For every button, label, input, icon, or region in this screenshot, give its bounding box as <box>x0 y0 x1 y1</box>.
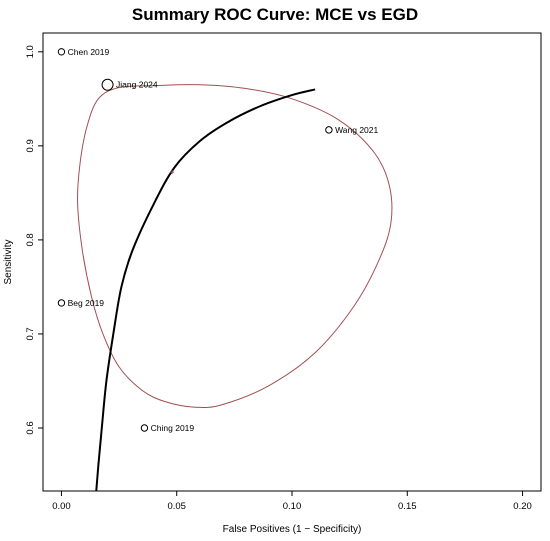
x-tick-label: 0.00 <box>52 501 71 512</box>
study-label: Chen 2019 <box>68 47 110 57</box>
x-tick-label: 0.20 <box>513 501 532 512</box>
x-tick-label: 0.05 <box>167 501 186 512</box>
x-axis-label: False Positives (1 − Specificity) <box>223 524 362 535</box>
y-tick-label: 0.7 <box>25 327 36 340</box>
study-point <box>57 299 66 307</box>
confidence-region <box>77 84 393 409</box>
study-label: Wang 2021 <box>335 125 378 135</box>
y-axis-label: Sensitivity <box>3 239 14 284</box>
plot-area: Chen 2019 Jiang 2024 Wang 2021 Beg 2019 Chin… <box>57 47 393 491</box>
plot-frame <box>42 32 542 492</box>
y-tick-label: 0.6 <box>25 421 36 434</box>
study-label: Beg 2019 <box>68 298 105 308</box>
x-tick-label: 0.10 <box>283 501 302 512</box>
x-axis: 0.00 0.05 0.10 0.15 0.20 <box>52 490 532 512</box>
y-tick-label: 0.8 <box>25 233 36 246</box>
study-point <box>101 78 114 91</box>
study-label: Jiang 2024 <box>116 80 158 90</box>
study-point <box>325 126 333 134</box>
study-point <box>57 48 66 56</box>
chart-title: Summary ROC Curve: MCE vs EGD <box>132 5 418 24</box>
sroc-curve <box>95 88 316 491</box>
y-tick-label: 1.0 <box>25 45 36 58</box>
y-axis: 0.6 0.7 0.8 0.9 1.0 <box>25 45 43 435</box>
study-point <box>140 424 149 432</box>
x-tick-label: 0.15 <box>398 501 417 512</box>
summary-point <box>170 170 175 175</box>
y-tick-label: 0.9 <box>25 139 36 152</box>
study-label: Ching 2019 <box>151 423 195 433</box>
